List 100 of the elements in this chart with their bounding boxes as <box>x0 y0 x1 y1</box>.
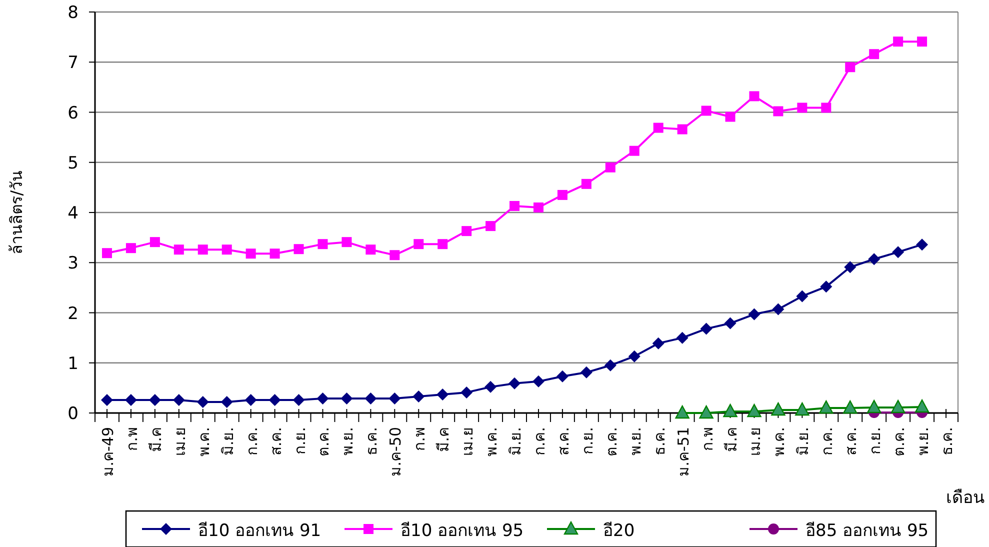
point <box>533 202 544 212</box>
x-tick-label: ต.ค. <box>890 427 908 457</box>
x-tick-label: มี.ค <box>722 427 740 452</box>
point <box>820 280 832 293</box>
point <box>892 246 904 258</box>
x-tick-label: เม.ย <box>170 427 189 456</box>
x-tick-label: ก.ค. <box>530 427 548 456</box>
point <box>581 178 592 189</box>
x-tick-label: พ.ค. <box>194 427 213 457</box>
point <box>676 332 688 344</box>
x-tick-label: ม.ค-51 <box>674 427 692 476</box>
x-tick-label: ส.ค. <box>266 427 285 456</box>
x-tick-label: ส.ค. <box>842 427 860 456</box>
y-tick-label: 5 <box>68 153 78 174</box>
point <box>196 396 209 408</box>
x-tick-label: ต.ค. <box>314 427 333 457</box>
x-tick-label: ม.ค-49 <box>98 427 117 476</box>
point <box>580 366 592 378</box>
point <box>556 370 568 382</box>
point <box>292 394 305 406</box>
x-tick-label: ธ.ค. <box>650 427 668 456</box>
point <box>460 386 473 398</box>
point <box>174 244 184 255</box>
point <box>294 244 304 254</box>
legend-label: อี20 <box>603 521 635 541</box>
point <box>342 237 352 248</box>
point <box>100 394 113 406</box>
point <box>725 112 736 122</box>
legend-label: อี85 ออกเทน 95 <box>806 521 929 541</box>
point <box>700 322 712 335</box>
y-tick-label: 3 <box>68 254 78 274</box>
point <box>748 308 760 320</box>
point <box>677 124 688 134</box>
x-tick-label: มี.ค <box>146 427 165 452</box>
y-tick-label: 7 <box>68 53 78 74</box>
point <box>388 392 401 404</box>
point <box>604 359 616 372</box>
point <box>172 394 185 406</box>
point <box>268 394 281 406</box>
x-tick-label: พ.ย. <box>914 427 932 456</box>
x-tick-label: เม.ย <box>746 427 764 456</box>
point <box>699 405 714 419</box>
point <box>316 392 329 404</box>
x-tick-label: ธ.ค. <box>362 427 381 456</box>
point <box>486 221 496 232</box>
point <box>843 400 858 414</box>
point <box>652 337 664 350</box>
point <box>102 248 112 258</box>
point <box>795 402 810 416</box>
point <box>773 106 784 116</box>
x-tick-label: มิ.ย. <box>506 427 525 456</box>
point <box>318 239 328 250</box>
point <box>340 392 353 404</box>
point <box>148 394 161 406</box>
point <box>772 303 784 316</box>
point <box>605 162 616 172</box>
point <box>844 261 856 274</box>
point <box>438 239 448 250</box>
point <box>771 402 786 416</box>
point <box>629 146 640 156</box>
point <box>749 91 760 102</box>
x-tick-label: ก.ย. <box>578 427 596 455</box>
point <box>914 399 930 413</box>
point <box>653 122 664 133</box>
y-tick-label: 1 <box>68 354 78 374</box>
x-tick-label: พ.ย. <box>626 427 644 456</box>
point <box>412 390 425 402</box>
y-tick-label: 2 <box>68 304 78 324</box>
y-axis-title: ล้านลิตร/วัน <box>7 170 26 255</box>
x-tick-label: ก.พ <box>698 427 716 451</box>
point <box>890 400 906 414</box>
point <box>270 248 280 259</box>
y-tick-label: 6 <box>68 103 78 124</box>
point <box>821 102 832 113</box>
point <box>675 405 690 419</box>
y-tick-label: 0 <box>68 404 78 424</box>
point <box>796 290 808 302</box>
x-tick-label: ก.ย. <box>866 427 884 455</box>
point <box>246 248 256 259</box>
x-axis-title: เดือน <box>946 488 985 508</box>
point <box>893 36 904 47</box>
x-tick-label: มิ.ย. <box>794 427 812 456</box>
point <box>557 190 568 200</box>
y-tick-label: 8 <box>68 3 78 23</box>
legend-label: อี10 ออกเทน 91 <box>198 521 322 541</box>
point <box>220 396 233 408</box>
point <box>124 394 137 406</box>
point <box>869 49 880 60</box>
x-tick-label: ก.ย. <box>290 427 309 455</box>
x-tick-label: ก.พ <box>122 427 141 451</box>
x-tick-label: ธ.ค. <box>938 427 956 456</box>
point <box>126 243 136 254</box>
point <box>222 244 232 255</box>
point <box>868 253 880 266</box>
point <box>484 380 497 393</box>
point <box>414 239 424 250</box>
point <box>508 377 521 390</box>
point <box>866 400 882 414</box>
x-tick-label: ก.ค. <box>242 427 261 456</box>
x-tick-label: พ.ค. <box>770 427 788 457</box>
